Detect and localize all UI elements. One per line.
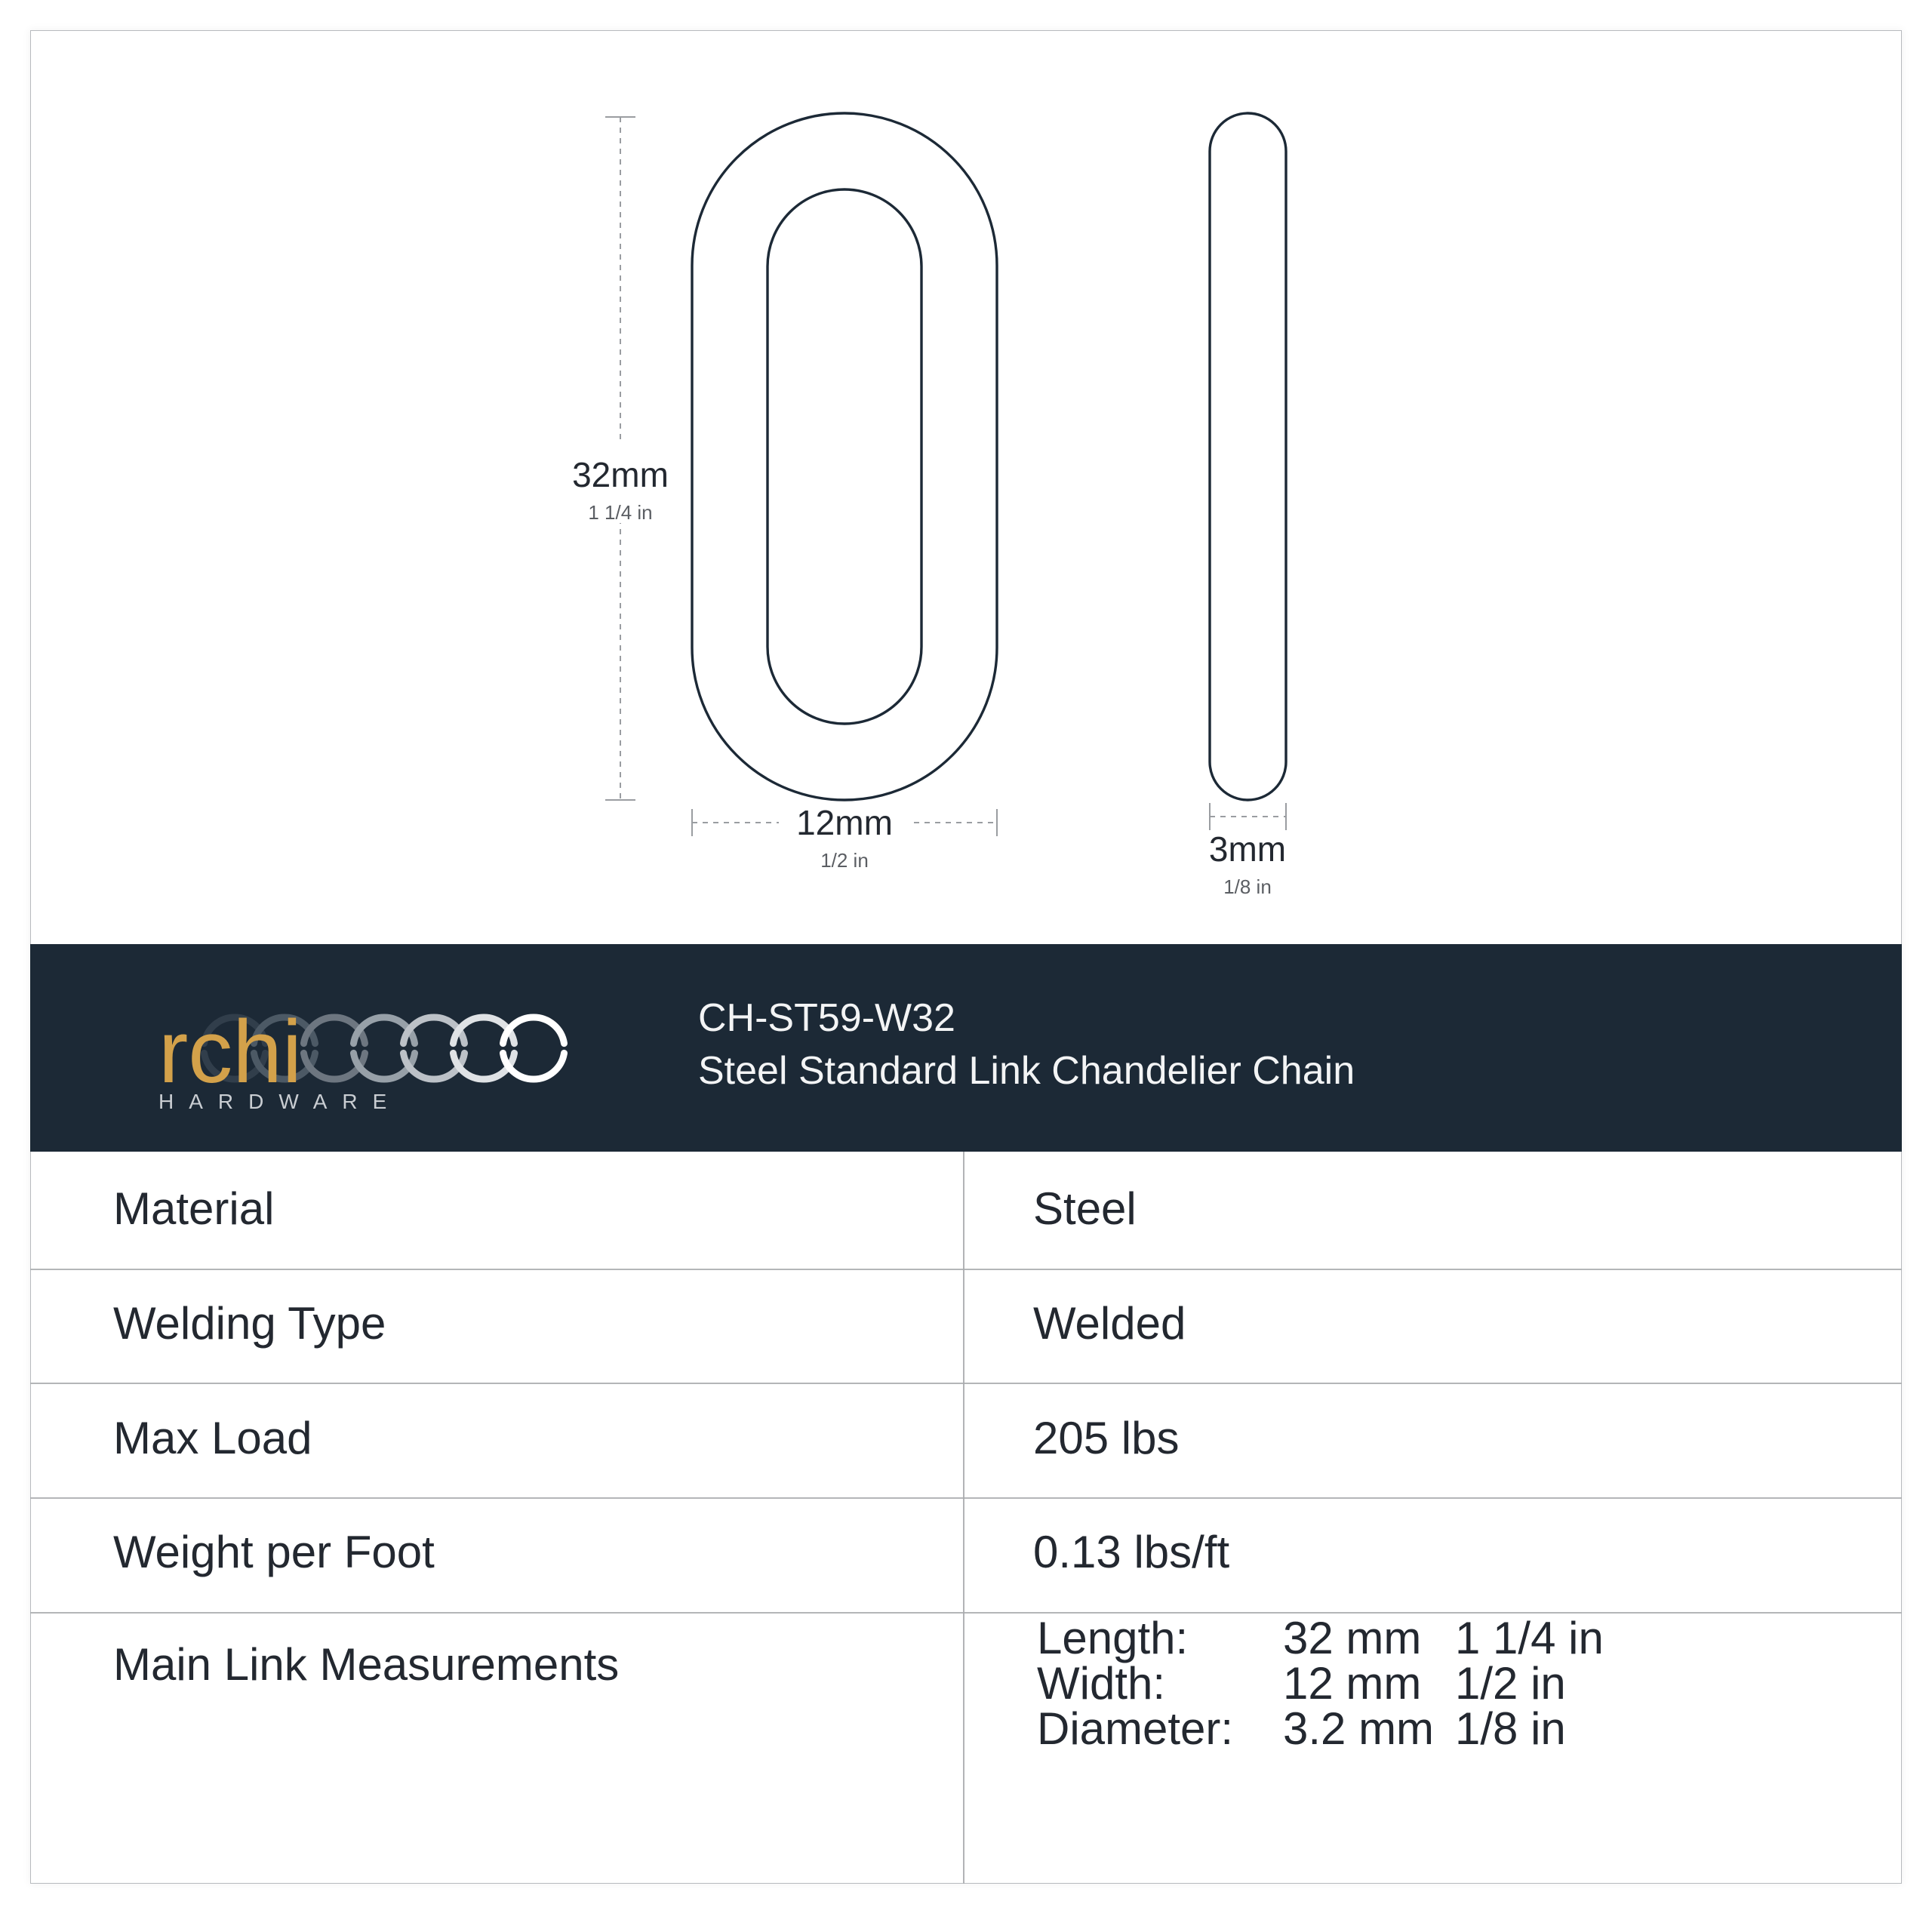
svg-text:1/8 in: 1/8 in (1223, 875, 1272, 898)
svg-text:1 1/4 in: 1 1/4 in (588, 501, 652, 524)
svg-text:1/8 in: 1/8 in (1455, 1703, 1566, 1754)
svg-text:Welded: Welded (1033, 1298, 1186, 1349)
svg-text:Weight per Foot: Weight per Foot (113, 1527, 435, 1577)
svg-text:0.13 lbs/ft: 0.13 lbs/ft (1033, 1527, 1229, 1577)
svg-text:Max Load: Max Load (113, 1413, 312, 1463)
svg-text:Diameter:: Diameter: (1037, 1703, 1233, 1754)
svg-text:12mm: 12mm (796, 803, 893, 842)
svg-text:HARDWARE: HARDWARE (158, 1090, 401, 1113)
svg-text:32mm: 32mm (572, 455, 669, 494)
svg-text:12 mm: 12 mm (1283, 1658, 1421, 1709)
svg-text:CH-ST59-W32: CH-ST59-W32 (698, 996, 955, 1040)
svg-text:3.2 mm: 3.2 mm (1283, 1703, 1434, 1754)
svg-text:rchi: rchi (158, 1002, 302, 1102)
svg-text:1/2 in: 1/2 in (1455, 1658, 1566, 1709)
svg-text:Steel: Steel (1033, 1183, 1137, 1234)
svg-text:Steel Standard Link Chandelier: Steel Standard Link Chandelier Chain (698, 1049, 1355, 1093)
svg-text:Width:: Width: (1037, 1658, 1165, 1709)
svg-text:3mm: 3mm (1209, 829, 1286, 869)
svg-text:Main Link Measurements: Main Link Measurements (113, 1639, 619, 1690)
svg-text:1/2 in: 1/2 in (820, 849, 869, 872)
svg-text:Material: Material (113, 1183, 274, 1234)
svg-text:32 mm: 32 mm (1283, 1613, 1421, 1663)
svg-text:Length:: Length: (1037, 1613, 1188, 1663)
svg-text:1 1/4 in: 1 1/4 in (1455, 1613, 1604, 1663)
svg-text:Welding Type: Welding Type (113, 1298, 386, 1349)
svg-text:205 lbs: 205 lbs (1033, 1413, 1179, 1463)
